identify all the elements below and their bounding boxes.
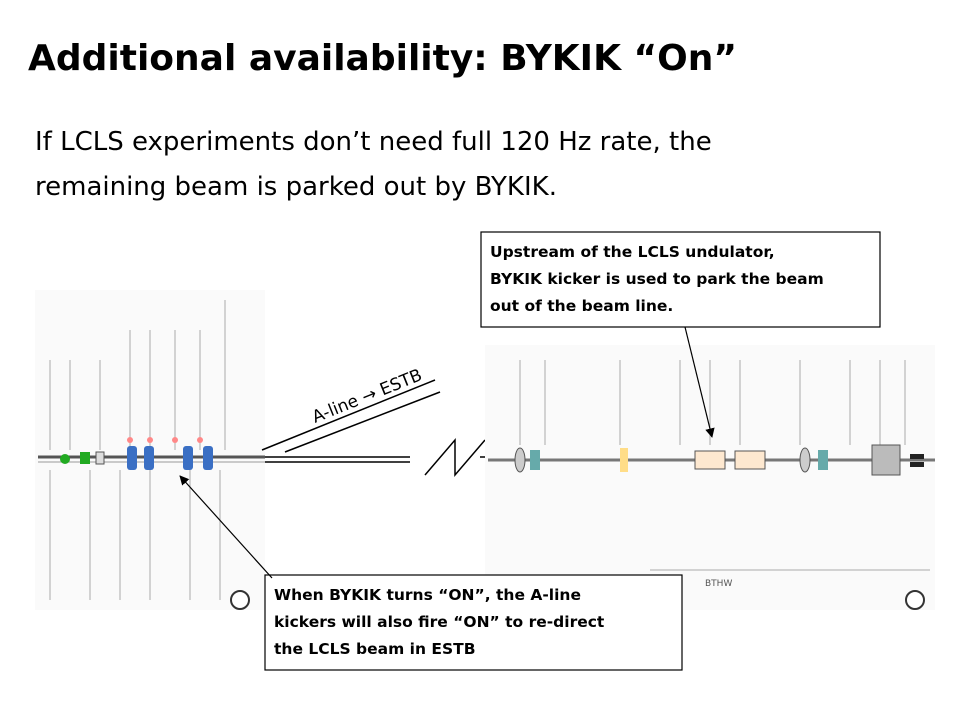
body-line: If LCLS experiments don’t need full 120 … — [35, 127, 712, 157]
callout-line: Upstream of the LCLS undulator, — [490, 243, 775, 261]
callout: When BYKIK turns “ON”, the A-line kicker… — [264, 574, 683, 671]
callout: Upstream of the LCLS undulator, BYKIK ki… — [480, 231, 881, 328]
callout-line: When BYKIK turns “ON”, the A-line — [274, 586, 581, 604]
callout-line: kickers will also fire “ON” to re-direct — [274, 613, 605, 631]
arrow — [684, 326, 715, 438]
line-label: A-line → ESTB — [309, 365, 425, 427]
right-diagram — [485, 345, 935, 610]
callout-line: BYKIK kicker is used to park the beam — [490, 270, 824, 288]
title: Additional availability: BYKIK “On” — [28, 38, 737, 79]
body-line: remaining beam is parked out by BYKIK. — [35, 172, 557, 202]
arrow — [179, 475, 273, 579]
diagram-label: BTHW — [705, 579, 732, 589]
callout-line: the LCLS beam in ESTB — [274, 640, 476, 658]
callout-line: out of the beam line. — [490, 297, 673, 315]
left-diagram — [35, 290, 265, 610]
